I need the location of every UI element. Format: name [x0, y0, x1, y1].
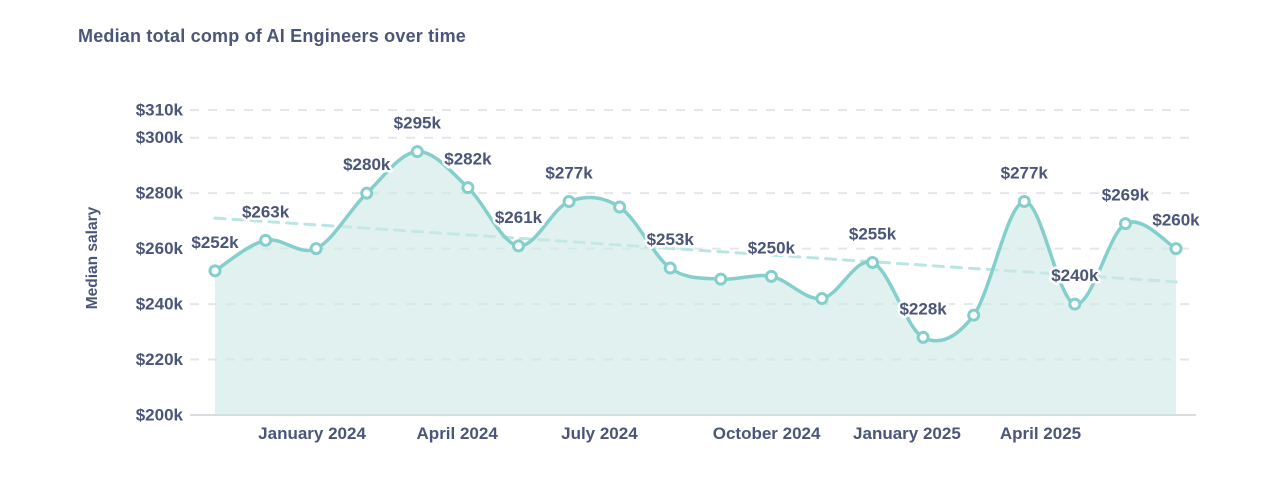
data-point-label: $269k [1102, 186, 1150, 205]
data-point-marker[interactable] [1017, 195, 1031, 208]
data-point-label: $252k [191, 233, 239, 252]
data-point-label: $277k [545, 164, 593, 183]
data-point-marker[interactable] [410, 145, 424, 159]
x-tick-label: July 2024 [561, 424, 638, 443]
x-tick-label: January 2025 [853, 424, 961, 443]
x-tick-label: January 2024 [258, 424, 366, 443]
data-point-marker[interactable] [714, 272, 728, 286]
data-point-marker[interactable] [511, 239, 525, 253]
data-point-marker[interactable] [815, 292, 829, 306]
data-point-marker[interactable] [764, 269, 778, 283]
data-point-marker[interactable] [309, 242, 323, 256]
y-tick-label: $220k [136, 350, 184, 369]
y-tick-label: $300k [136, 128, 184, 147]
data-point-label: $282k [444, 150, 492, 169]
x-tick-label: April 2024 [417, 424, 499, 443]
data-point-marker[interactable] [562, 195, 576, 208]
y-tick-label: $280k [136, 184, 184, 203]
data-point-marker[interactable] [866, 256, 880, 269]
data-point-marker[interactable] [1118, 217, 1132, 231]
area-fill [215, 151, 1176, 416]
data-point-label: $240k [1051, 266, 1099, 285]
data-point-marker[interactable] [1169, 242, 1183, 256]
data-point-labels: $252k$263k $280k $295k$282k $261k $277k $253k… [189, 111, 1203, 321]
data-point-marker[interactable] [663, 261, 677, 275]
data-point-label: $295k [394, 114, 442, 133]
data-point-label: $255k [849, 225, 897, 244]
data-point-marker[interactable] [208, 264, 222, 278]
y-tick-label: $200k [136, 406, 184, 425]
data-point-marker[interactable] [259, 233, 273, 247]
data-point-label: $277k [1001, 164, 1049, 183]
y-tick-label: $240k [136, 295, 184, 314]
y-tick-label: $310k [136, 101, 184, 120]
y-tick-label: $260k [136, 239, 184, 258]
data-point-marker[interactable] [461, 181, 475, 195]
x-axis-tick-labels: January 2024 April 2024 July 2024 October 2… [258, 424, 1081, 443]
data-point-marker[interactable] [1068, 297, 1082, 311]
chart-title: Median total comp of AI Engineers over t… [78, 26, 466, 46]
data-point-label: $261k [495, 208, 543, 227]
x-tick-label: October 2024 [713, 424, 821, 443]
x-tick-label: April 2025 [1000, 424, 1081, 443]
y-axis-tick-labels: $310k $300k $280k $260k $240k $220k $200k [136, 101, 184, 425]
data-point-label: $280k [343, 155, 391, 174]
data-point-label: $250k [748, 238, 796, 257]
data-point-label: $260k [1152, 211, 1200, 230]
data-point-marker[interactable] [916, 330, 930, 344]
data-point-label: $228k [899, 299, 947, 318]
data-point-marker[interactable] [360, 186, 374, 200]
data-point-markers [208, 145, 1183, 344]
data-point-label: $263k [242, 202, 290, 221]
area-fill-layer [215, 151, 1176, 416]
data-point-label: $253k [647, 230, 695, 249]
data-point-marker[interactable] [967, 308, 981, 322]
y-axis-title: Median salary [84, 206, 101, 309]
data-point-marker[interactable] [613, 200, 627, 214]
